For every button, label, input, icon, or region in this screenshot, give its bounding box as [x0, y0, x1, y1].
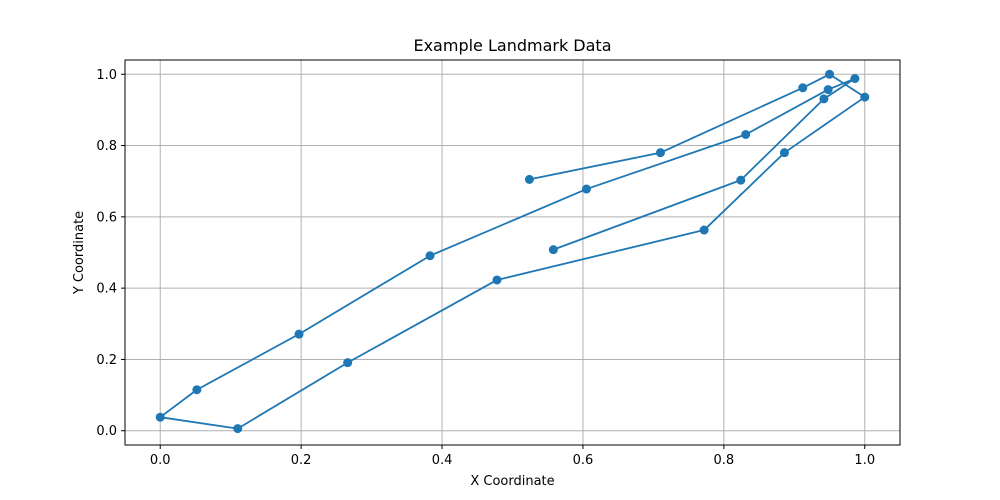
y-tick-label: 0.8: [96, 139, 117, 154]
data-point: [581, 184, 591, 194]
data-point: [699, 225, 709, 235]
data-point: [492, 275, 502, 285]
y-axis-ticks: 0.0 0.2 0.4 0.6 0.8 1.0: [96, 68, 125, 439]
data-point: [736, 175, 746, 185]
data-point: [741, 130, 751, 140]
plot-frame: [124, 59, 901, 446]
y-tick-label: 0.2: [96, 353, 117, 368]
y-axis-label: Y Coordinate: [72, 211, 87, 295]
data-point: [155, 412, 165, 422]
data-point: [850, 74, 860, 84]
data-point: [425, 251, 435, 261]
data-point: [294, 329, 304, 339]
x-tick-label: 0.4: [432, 453, 453, 468]
data-point: [548, 245, 558, 255]
data-point: [860, 92, 870, 102]
x-tick-label: 0.8: [714, 453, 735, 468]
x-tick-label: 0.0: [150, 453, 171, 468]
y-tick-label: 0.4: [96, 282, 117, 297]
y-tick-label: 0.0: [96, 424, 117, 439]
data-points: [155, 69, 870, 434]
data-point: [524, 174, 534, 184]
grid: [125, 60, 900, 445]
data-point: [343, 358, 353, 368]
y-tick-label: 0.6: [96, 210, 117, 225]
x-axis-ticks: 0.0 0.2 0.4 0.6 0.8 1.0: [150, 445, 875, 468]
data-point: [798, 83, 808, 93]
data-point: [819, 94, 829, 104]
data-point: [655, 148, 665, 158]
x-tick-label: 0.6: [573, 453, 594, 468]
data-point: [779, 148, 789, 158]
data-point: [823, 85, 833, 95]
data-point: [192, 385, 202, 395]
data-point: [825, 69, 835, 79]
x-tick-label: 0.2: [291, 453, 312, 468]
data-point: [233, 424, 243, 434]
chart-title: Example Landmark Data: [413, 36, 611, 55]
x-tick-label: 1.0: [854, 453, 875, 468]
x-axis-label: X Coordinate: [470, 474, 554, 489]
y-tick-label: 1.0: [96, 68, 117, 83]
